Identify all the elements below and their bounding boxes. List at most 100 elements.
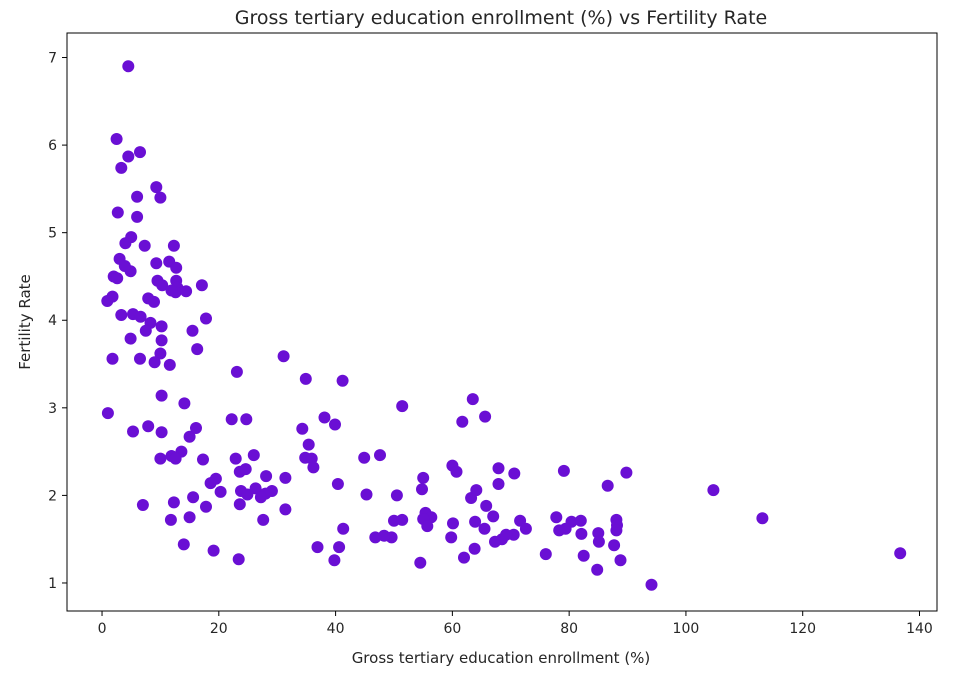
data-point-91 bbox=[492, 462, 505, 475]
data-point-154 bbox=[592, 527, 605, 540]
data-point-115 bbox=[470, 484, 483, 497]
data-point-66 bbox=[190, 422, 202, 434]
y-tick-label: 5 bbox=[48, 226, 57, 242]
data-point-94 bbox=[620, 466, 633, 479]
x-axis-label: Gross tertiary education enrollment (%) bbox=[352, 649, 651, 667]
data-point-112 bbox=[390, 489, 403, 502]
x-axis: 0 20 40 60 80 100 120 140 bbox=[98, 611, 933, 637]
data-point-159 bbox=[614, 554, 627, 567]
data-point-85 bbox=[239, 463, 252, 476]
data-point-113 bbox=[416, 483, 428, 496]
y-tick-label: 3 bbox=[48, 401, 57, 417]
data-point-169 bbox=[591, 563, 604, 576]
data-point-86 bbox=[260, 470, 273, 483]
data-point-9 bbox=[131, 210, 144, 223]
data-point-34 bbox=[115, 309, 128, 321]
data-point-2 bbox=[134, 146, 146, 159]
data-point-118 bbox=[601, 479, 614, 492]
data-point-96 bbox=[204, 477, 217, 490]
data-point-7 bbox=[131, 190, 144, 203]
data-point-36 bbox=[134, 310, 147, 323]
y-tick-label: 7 bbox=[48, 51, 57, 67]
data-point-171 bbox=[894, 547, 907, 560]
data-point-31 bbox=[101, 295, 114, 307]
data-point-82 bbox=[374, 449, 386, 462]
data-point-144 bbox=[756, 512, 769, 525]
data-point-121 bbox=[183, 511, 196, 524]
data-point-157 bbox=[610, 524, 623, 537]
data-point-54 bbox=[155, 389, 168, 402]
data-point-64 bbox=[479, 410, 492, 423]
data-point-28 bbox=[180, 285, 193, 298]
data-point-1 bbox=[110, 133, 123, 145]
y-tick-label: 4 bbox=[48, 313, 57, 329]
data-point-76 bbox=[197, 453, 209, 466]
data-point-65 bbox=[142, 420, 155, 433]
data-point-4 bbox=[115, 161, 128, 174]
data-point-116 bbox=[480, 499, 493, 512]
data-point-49 bbox=[163, 358, 176, 371]
data-point-59 bbox=[225, 413, 238, 426]
data-point-117 bbox=[492, 478, 505, 490]
points-layer bbox=[101, 60, 907, 591]
data-point-88 bbox=[417, 471, 430, 484]
data-point-141 bbox=[574, 514, 587, 527]
data-point-149 bbox=[468, 542, 481, 555]
data-point-52 bbox=[299, 372, 312, 385]
data-point-162 bbox=[311, 541, 324, 554]
data-point-90 bbox=[450, 465, 463, 478]
data-point-68 bbox=[155, 426, 168, 439]
x-tick-label: 40 bbox=[327, 621, 345, 637]
data-point-8 bbox=[111, 206, 124, 219]
data-point-71 bbox=[302, 438, 315, 451]
data-point-161 bbox=[539, 548, 552, 561]
data-point-27 bbox=[165, 284, 178, 297]
data-point-83 bbox=[307, 461, 320, 474]
data-point-163 bbox=[333, 541, 346, 554]
data-point-108 bbox=[279, 503, 292, 516]
data-point-45 bbox=[106, 352, 119, 365]
data-point-139 bbox=[550, 511, 563, 524]
data-point-132 bbox=[337, 522, 350, 535]
data-point-170 bbox=[645, 578, 658, 591]
data-point-5 bbox=[150, 181, 163, 194]
data-point-47 bbox=[154, 347, 167, 360]
data-point-17 bbox=[118, 260, 131, 272]
chart-title: Gross tertiary education enrollment (%) … bbox=[235, 7, 767, 29]
data-point-12 bbox=[138, 239, 151, 252]
data-point-70 bbox=[296, 422, 309, 435]
data-point-103 bbox=[214, 485, 227, 498]
data-point-0 bbox=[122, 60, 135, 73]
data-point-122 bbox=[257, 513, 270, 526]
data-point-29 bbox=[195, 279, 208, 292]
data-point-42 bbox=[124, 332, 137, 345]
data-point-120 bbox=[164, 513, 177, 526]
data-point-48 bbox=[148, 356, 161, 369]
data-point-74 bbox=[169, 452, 182, 465]
data-point-101 bbox=[241, 488, 254, 501]
data-point-75 bbox=[154, 452, 167, 465]
y-tick-label: 1 bbox=[48, 576, 57, 592]
data-point-156 bbox=[608, 539, 621, 552]
data-point-41 bbox=[186, 324, 199, 337]
data-point-37 bbox=[200, 312, 212, 325]
data-point-77 bbox=[229, 452, 242, 465]
data-point-69 bbox=[183, 430, 196, 443]
data-point-20 bbox=[150, 257, 163, 270]
data-point-104 bbox=[187, 491, 200, 504]
data-point-6 bbox=[154, 191, 167, 204]
data-point-62 bbox=[329, 418, 341, 431]
data-point-81 bbox=[358, 451, 371, 464]
data-point-55 bbox=[178, 397, 191, 410]
data-point-51 bbox=[230, 365, 243, 378]
data-point-53 bbox=[336, 374, 349, 387]
data-point-164 bbox=[177, 538, 190, 551]
data-point-153 bbox=[575, 527, 588, 540]
data-point-166 bbox=[232, 553, 245, 566]
data-point-60 bbox=[240, 413, 253, 426]
data-point-40 bbox=[139, 324, 152, 337]
data-point-167 bbox=[328, 554, 341, 567]
data-point-148 bbox=[489, 535, 501, 548]
data-point-58 bbox=[101, 407, 114, 420]
